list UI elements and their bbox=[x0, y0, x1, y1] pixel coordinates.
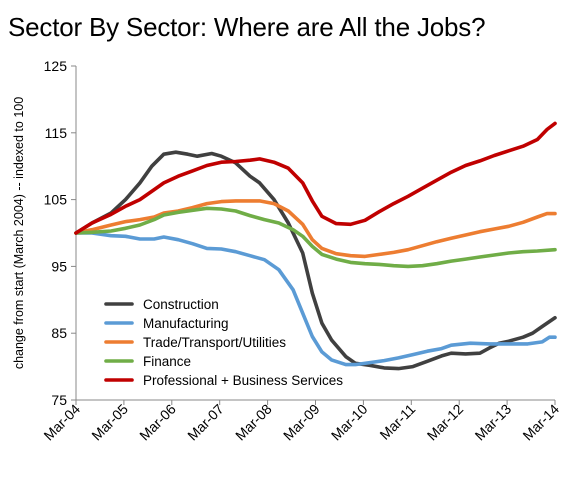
x-tick-label: Mar-12 bbox=[424, 401, 467, 444]
y-tick-label: 115 bbox=[45, 125, 68, 141]
y-tick-label: 105 bbox=[44, 192, 68, 208]
x-tick-label: Mar-06 bbox=[136, 401, 179, 444]
series-layer bbox=[74, 121, 557, 371]
y-axis-title: change from start (March 2004) -- indexe… bbox=[12, 97, 26, 369]
series-line-finance bbox=[74, 206, 557, 269]
x-tick-label: Mar-09 bbox=[280, 401, 323, 444]
x-tick-label: Mar-07 bbox=[184, 401, 227, 444]
y-tick-label: 85 bbox=[51, 325, 67, 341]
series-line-professional-business-services bbox=[74, 121, 557, 235]
legend-label: Finance bbox=[143, 354, 191, 369]
x-tick-label: Mar-05 bbox=[88, 401, 131, 444]
x-tick-label: Mar-14 bbox=[519, 401, 562, 444]
chart-title: Sector By Sector: Where are All the Jobs… bbox=[8, 12, 486, 42]
legend: Construction Manufacturing Trade/Transport… bbox=[104, 297, 343, 388]
legend-label: Trade/Transport/Utilities bbox=[143, 335, 286, 350]
series-line-construction bbox=[74, 150, 557, 371]
x-tick-label: Mar-11 bbox=[376, 401, 418, 443]
x-tick-label: Mar-13 bbox=[472, 401, 515, 444]
legend-label: Construction bbox=[143, 297, 219, 312]
y-tick-label: 125 bbox=[44, 58, 68, 74]
legend-label: Manufacturing bbox=[143, 316, 229, 331]
legend-label: Professional + Business Services bbox=[143, 373, 343, 388]
x-tick-label: Mar-10 bbox=[328, 401, 371, 444]
y-tick-label: 75 bbox=[51, 392, 67, 408]
x-tick-label: Mar-08 bbox=[232, 401, 275, 444]
series-line-manufacturing bbox=[74, 231, 557, 367]
y-tick-label: 95 bbox=[51, 258, 67, 274]
series-line-trade-transport-utilities bbox=[74, 199, 557, 259]
